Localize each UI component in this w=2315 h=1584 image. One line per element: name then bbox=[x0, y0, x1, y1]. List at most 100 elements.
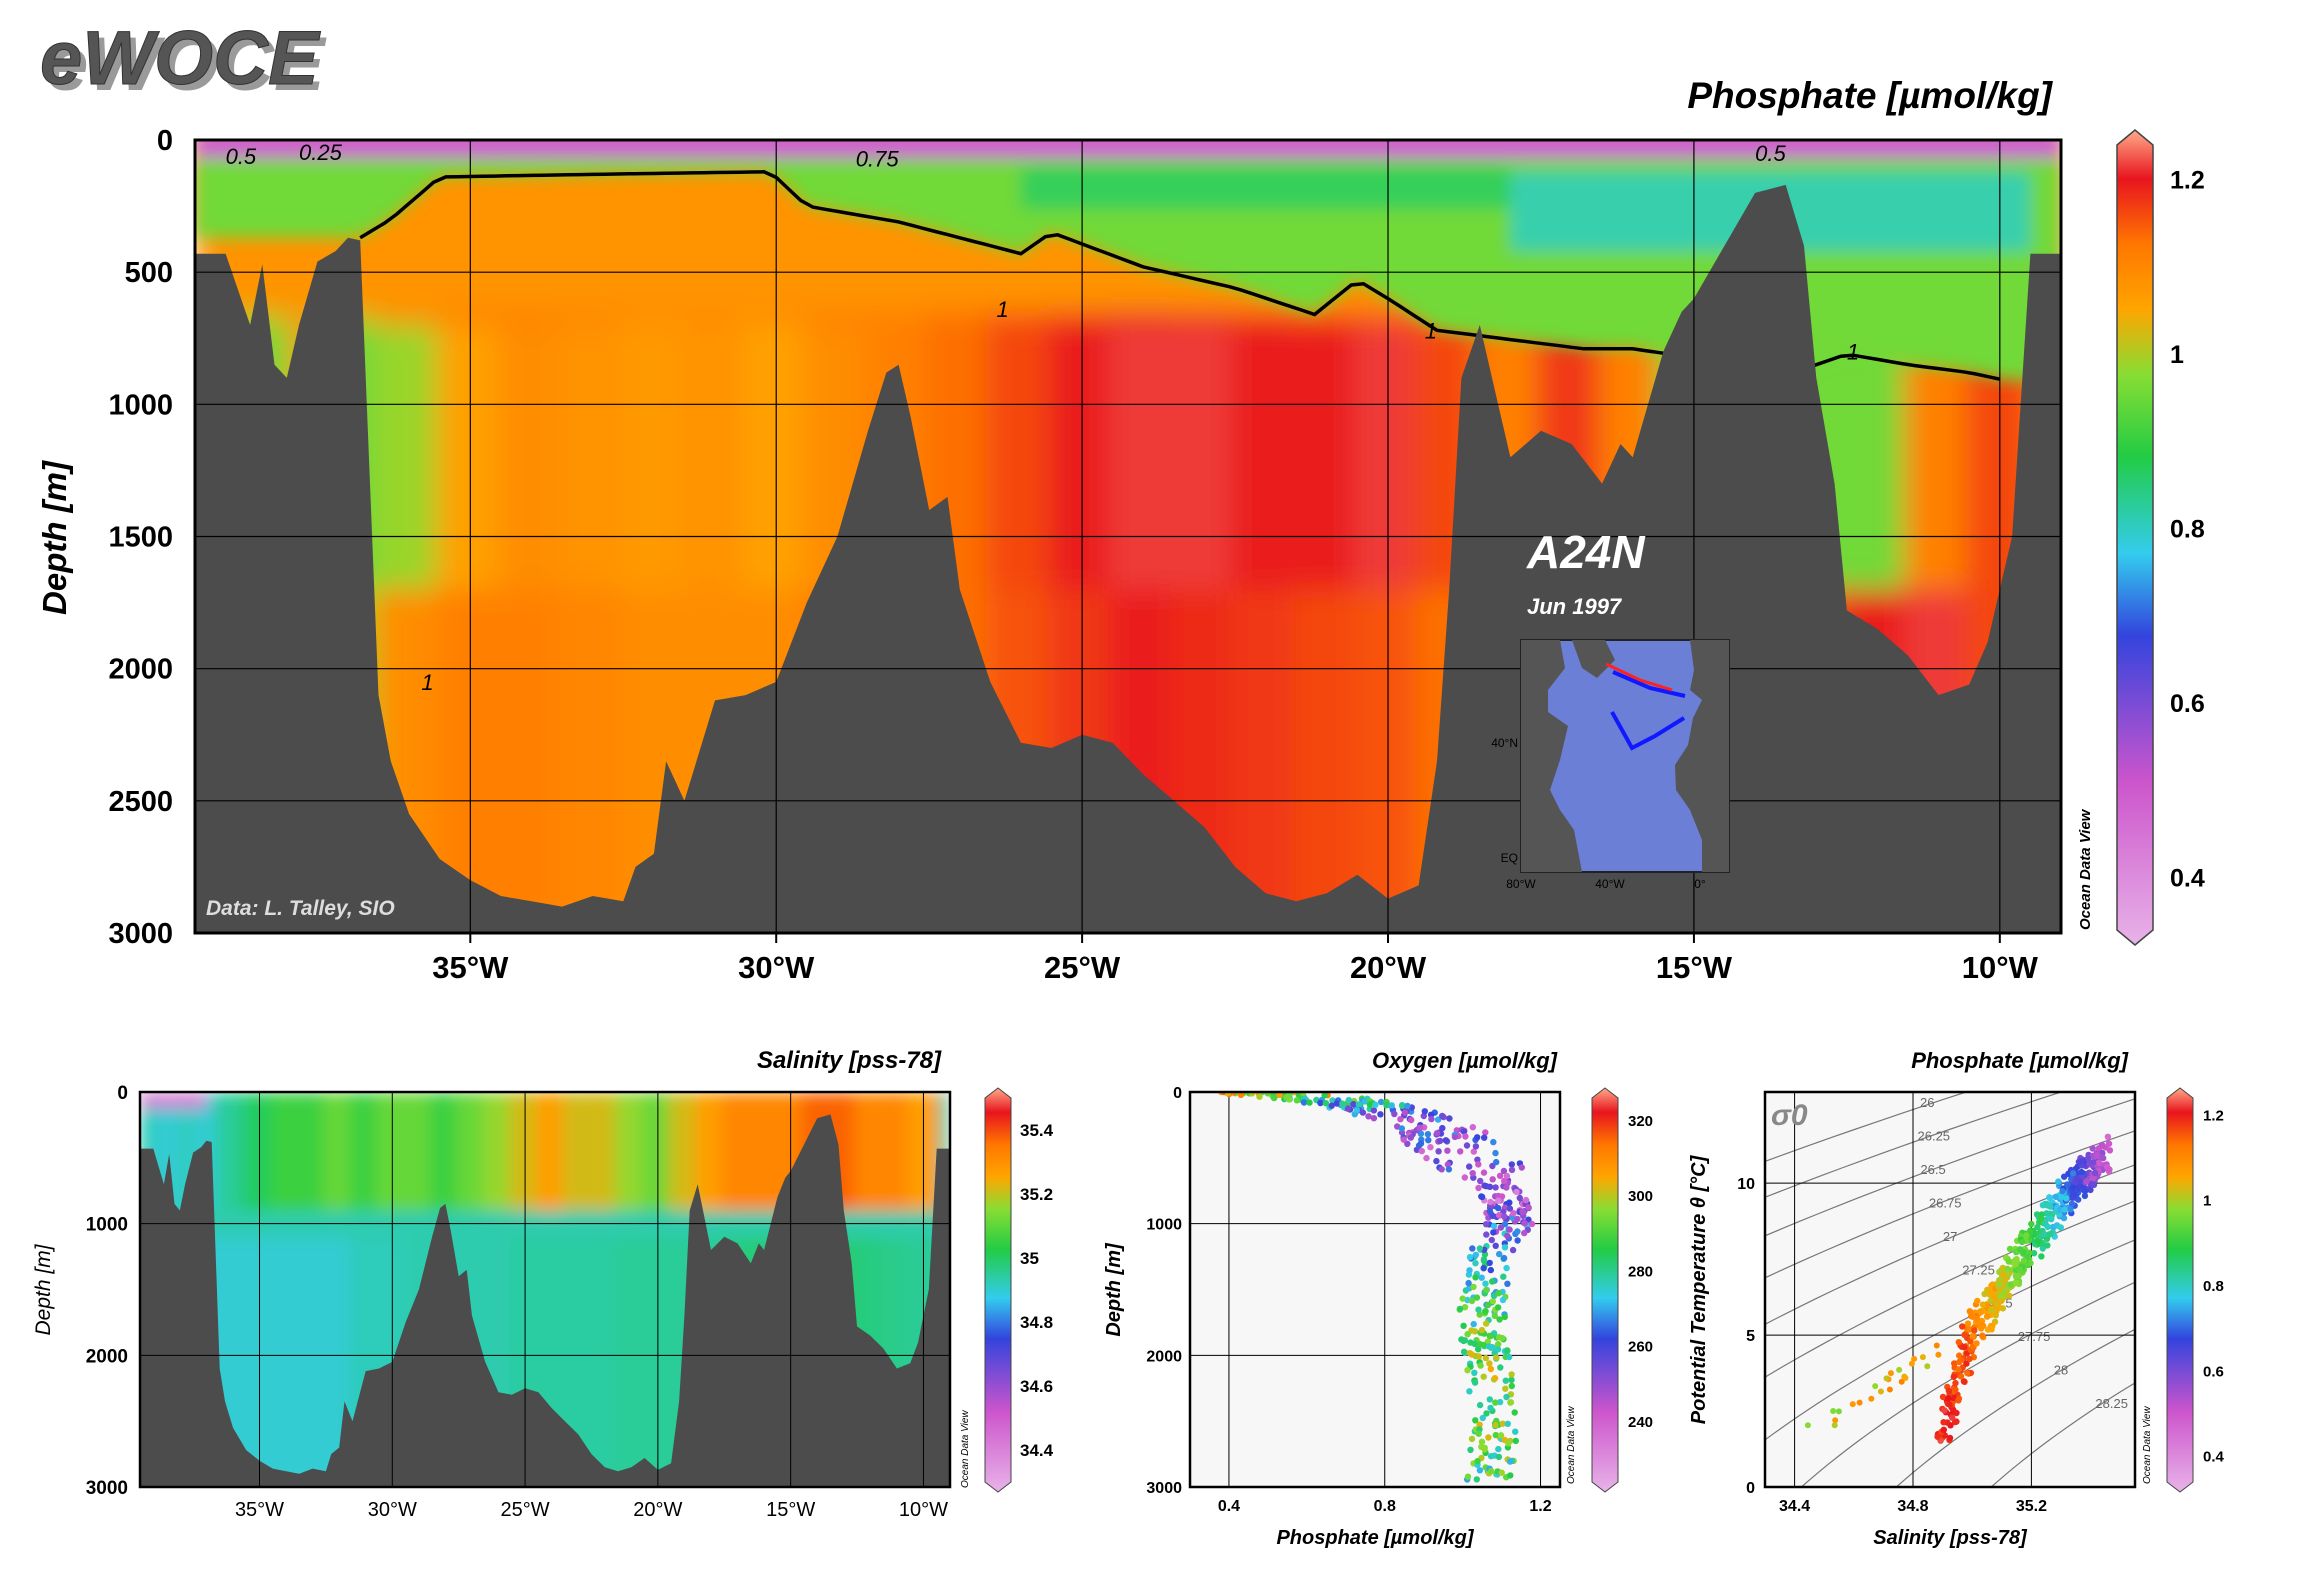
oxy-point-366 bbox=[1451, 1133, 1459, 1141]
oxy-point-479 bbox=[1460, 1348, 1468, 1356]
oxy-point-385 bbox=[1471, 1379, 1479, 1386]
ts-isopycnal-8 bbox=[1895, 1328, 2135, 1487]
ts-point-428 bbox=[1957, 1373, 1965, 1380]
main-contour-label-5: 0.5 bbox=[1755, 141, 1786, 166]
ts-isopycnal-7 bbox=[1801, 1281, 2135, 1487]
ts-point-410 bbox=[2042, 1216, 2049, 1224]
ts-point-261 bbox=[1958, 1356, 1965, 1364]
oxy-point-490 bbox=[1491, 1375, 1499, 1382]
ts-point-413 bbox=[2044, 1242, 2051, 1249]
oxy-point-34 bbox=[1479, 1414, 1487, 1422]
ts-outlier-20 bbox=[1935, 1351, 1942, 1358]
oxy-point-142 bbox=[1499, 1420, 1506, 1427]
oxy-point-405 bbox=[1418, 1147, 1426, 1155]
ts-outlier-1 bbox=[1933, 1342, 1940, 1349]
oxy-point-504 bbox=[1507, 1399, 1515, 1406]
ts-point-270 bbox=[2028, 1220, 2035, 1228]
ts-point-463 bbox=[1978, 1325, 1985, 1332]
inset-land-americas bbox=[1521, 640, 1582, 872]
oxy-point-306 bbox=[1487, 1365, 1495, 1373]
oxy-point-492 bbox=[1519, 1208, 1526, 1215]
oxy-point-195 bbox=[1476, 1467, 1484, 1474]
inset-track-highlight bbox=[1605, 662, 1673, 692]
oxy-point-315 bbox=[1496, 1172, 1504, 1180]
oxy-point-351 bbox=[1477, 1362, 1484, 1369]
ts-point-499 bbox=[1988, 1326, 1995, 1333]
oxy-point-275 bbox=[1528, 1220, 1536, 1228]
sal-ytick-label-2: 2000 bbox=[86, 1346, 128, 1367]
oxy-point-297 bbox=[1514, 1237, 1521, 1244]
oxy-point-267 bbox=[1480, 1373, 1487, 1380]
ts-colorbar: 1.2 1 0.8 0.6 0.4 bbox=[2166, 1087, 2225, 1493]
oxy-point-229 bbox=[1472, 1143, 1480, 1150]
sal-cbar-tick-2: 35 bbox=[1020, 1249, 1039, 1268]
oxy-point-167 bbox=[1424, 1131, 1432, 1138]
ts-point-495 bbox=[2082, 1187, 2089, 1195]
oxy-point-456 bbox=[1457, 1148, 1464, 1155]
ts-outlier-23 bbox=[1887, 1370, 1894, 1377]
oxy-point-380 bbox=[1498, 1469, 1505, 1476]
oxy-point-447 bbox=[1475, 1430, 1482, 1437]
oxy-point-475 bbox=[1439, 1112, 1446, 1120]
oxy-point-514 bbox=[1503, 1172, 1511, 1180]
oxy-point-477 bbox=[1353, 1107, 1361, 1114]
oxy-point-444 bbox=[1466, 1253, 1474, 1261]
ts-ytick-label-0: 0 bbox=[1746, 1480, 1755, 1497]
oxy-point-100 bbox=[1483, 1410, 1490, 1417]
oxy-point-149 bbox=[1417, 1130, 1425, 1137]
oxy-point-199 bbox=[1502, 1385, 1509, 1392]
ts-point-501 bbox=[2061, 1206, 2068, 1213]
main-y-axis-label: Depth [m] bbox=[36, 460, 73, 615]
oxy-point-515 bbox=[1521, 1229, 1528, 1237]
oxy-point-303 bbox=[1482, 1129, 1489, 1136]
sal-cbar-tick-5: 34.4 bbox=[1020, 1441, 1054, 1460]
oxy-point-398 bbox=[1350, 1100, 1357, 1108]
oxy-point-431 bbox=[1498, 1193, 1506, 1200]
oxy-point-289 bbox=[1478, 1438, 1486, 1446]
oxy-point-482 bbox=[1388, 1102, 1395, 1109]
oxy-point-501 bbox=[1513, 1188, 1520, 1196]
ts-point-414 bbox=[2047, 1210, 2054, 1217]
oxy-point-332 bbox=[1470, 1283, 1477, 1291]
oxy-point-484 bbox=[1486, 1208, 1494, 1215]
ts-point-500 bbox=[2034, 1238, 2042, 1245]
oxy-point-281 bbox=[1483, 1221, 1490, 1228]
oxy-point-486 bbox=[1401, 1109, 1409, 1116]
oxy-point-508 bbox=[1500, 1167, 1508, 1175]
oxy-point-453 bbox=[1483, 1231, 1490, 1238]
oxy-point-402 bbox=[1485, 1434, 1492, 1441]
main-contour-label-3: 1 bbox=[996, 297, 1008, 322]
ts-point-334 bbox=[1955, 1339, 1963, 1346]
ts-point-304 bbox=[1959, 1323, 1966, 1330]
oxy-point-150 bbox=[1460, 1128, 1468, 1135]
salinity-bathymetry bbox=[140, 1114, 950, 1487]
ts-points bbox=[1804, 1133, 2114, 1444]
oxy-point-218 bbox=[1361, 1098, 1369, 1105]
oxy-point-388 bbox=[1472, 1251, 1480, 1259]
oxy-point-226 bbox=[1461, 1304, 1469, 1311]
sal-surface-fresh bbox=[140, 1092, 207, 1108]
oxy-point-208 bbox=[1477, 1177, 1484, 1185]
ts-outlier-5 bbox=[1830, 1408, 1837, 1414]
section-date: Jun 1997 bbox=[1527, 594, 1623, 619]
oxy-point-261 bbox=[1500, 1273, 1507, 1280]
oxy-point-116 bbox=[1478, 1274, 1485, 1281]
inset-land-europe-africa bbox=[1675, 640, 1729, 872]
oxy-point-474 bbox=[1400, 1136, 1407, 1143]
main-cbar-tick-1: 1 bbox=[2170, 341, 2184, 369]
oxy-ytick-label-2: 2000 bbox=[1146, 1348, 1182, 1365]
ewoce-logo-shadow: eWOCE bbox=[46, 22, 327, 107]
oxy-point-423 bbox=[1482, 1280, 1489, 1287]
main-contour-label-2: 0.75 bbox=[856, 147, 900, 172]
oxy-point-478 bbox=[1276, 1092, 1283, 1099]
ts-point-367 bbox=[1946, 1401, 1953, 1408]
ewoce-logo: eWOCE bbox=[40, 16, 321, 101]
ts-isopycnal-label-3: 26.75 bbox=[1929, 1196, 1962, 1211]
ts-point-491 bbox=[1973, 1340, 1980, 1347]
oxy-point-511 bbox=[1407, 1134, 1415, 1141]
ts-isopycnal-label-8: 28 bbox=[2054, 1363, 2068, 1378]
main-cbar-tick-3: 0.6 bbox=[2170, 690, 2205, 718]
ts-outlier-21 bbox=[1919, 1354, 1926, 1361]
ts-point-441 bbox=[1945, 1387, 1953, 1395]
main-contour-label-0: 0.5 bbox=[226, 144, 257, 169]
